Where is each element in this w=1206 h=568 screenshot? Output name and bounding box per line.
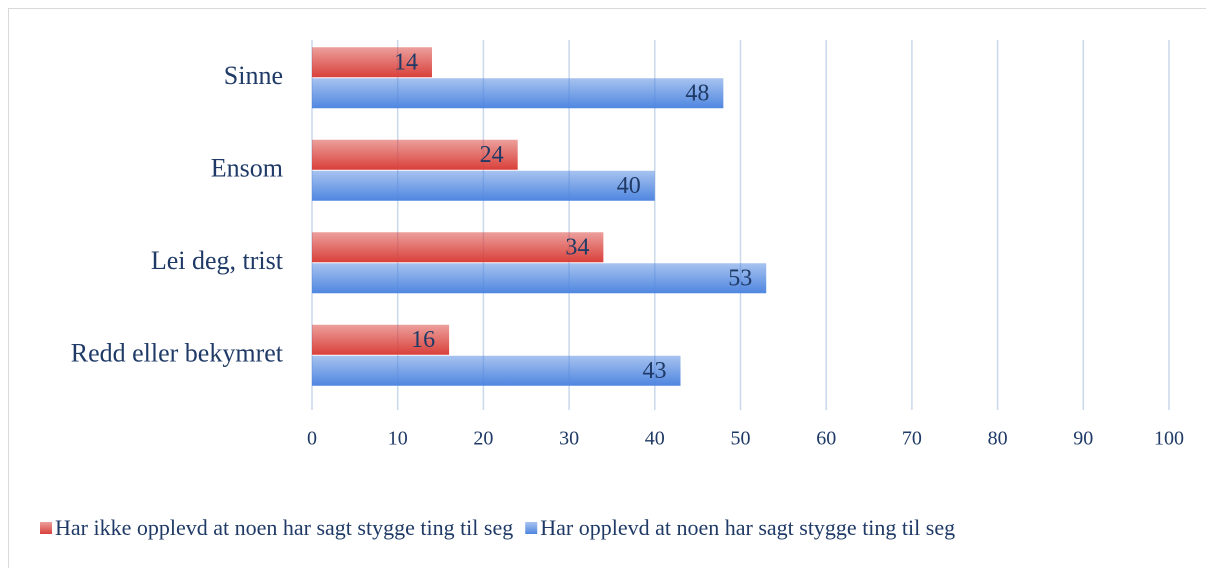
x-tick-label: 40 — [645, 428, 665, 450]
bar — [312, 139, 518, 170]
bar — [312, 324, 450, 355]
bar — [312, 47, 432, 78]
x-tick-label: 0 — [307, 428, 317, 450]
x-tick-label: 90 — [1073, 428, 1093, 450]
data-label: 43 — [643, 358, 667, 384]
legend-label: Har ikke opplevd at noen har sagt stygge… — [55, 515, 513, 540]
legend-swatch — [525, 522, 538, 534]
x-tick-label: 80 — [988, 428, 1008, 450]
bar — [312, 263, 767, 294]
x-tick-label: 60 — [816, 428, 836, 450]
x-tick-label: 20 — [473, 428, 493, 450]
data-label: 16 — [411, 327, 435, 353]
data-label: 14 — [394, 49, 418, 75]
bar — [312, 78, 724, 109]
bar — [312, 170, 655, 201]
x-tick-label: 30 — [559, 428, 579, 450]
data-label: 40 — [617, 173, 641, 199]
data-label: 48 — [685, 80, 709, 106]
data-label: 53 — [728, 265, 752, 291]
bar — [312, 232, 604, 263]
data-label: 24 — [480, 142, 504, 168]
category-label: Ensom — [211, 154, 283, 183]
legend-swatch — [40, 522, 52, 534]
x-tick-label: 70 — [902, 428, 922, 450]
category-label: Redd eller bekymret — [71, 339, 284, 368]
x-tick-label: 10 — [388, 428, 408, 450]
x-tick-label: 100 — [1154, 428, 1184, 450]
legend-label: Har opplevd at noen har sagt stygge ting… — [540, 515, 955, 540]
data-label: 34 — [565, 234, 589, 260]
bar — [312, 355, 681, 386]
x-tick-label: 50 — [731, 428, 751, 450]
category-label: Lei deg, trist — [151, 246, 284, 275]
category-label: Sinne — [224, 61, 283, 90]
